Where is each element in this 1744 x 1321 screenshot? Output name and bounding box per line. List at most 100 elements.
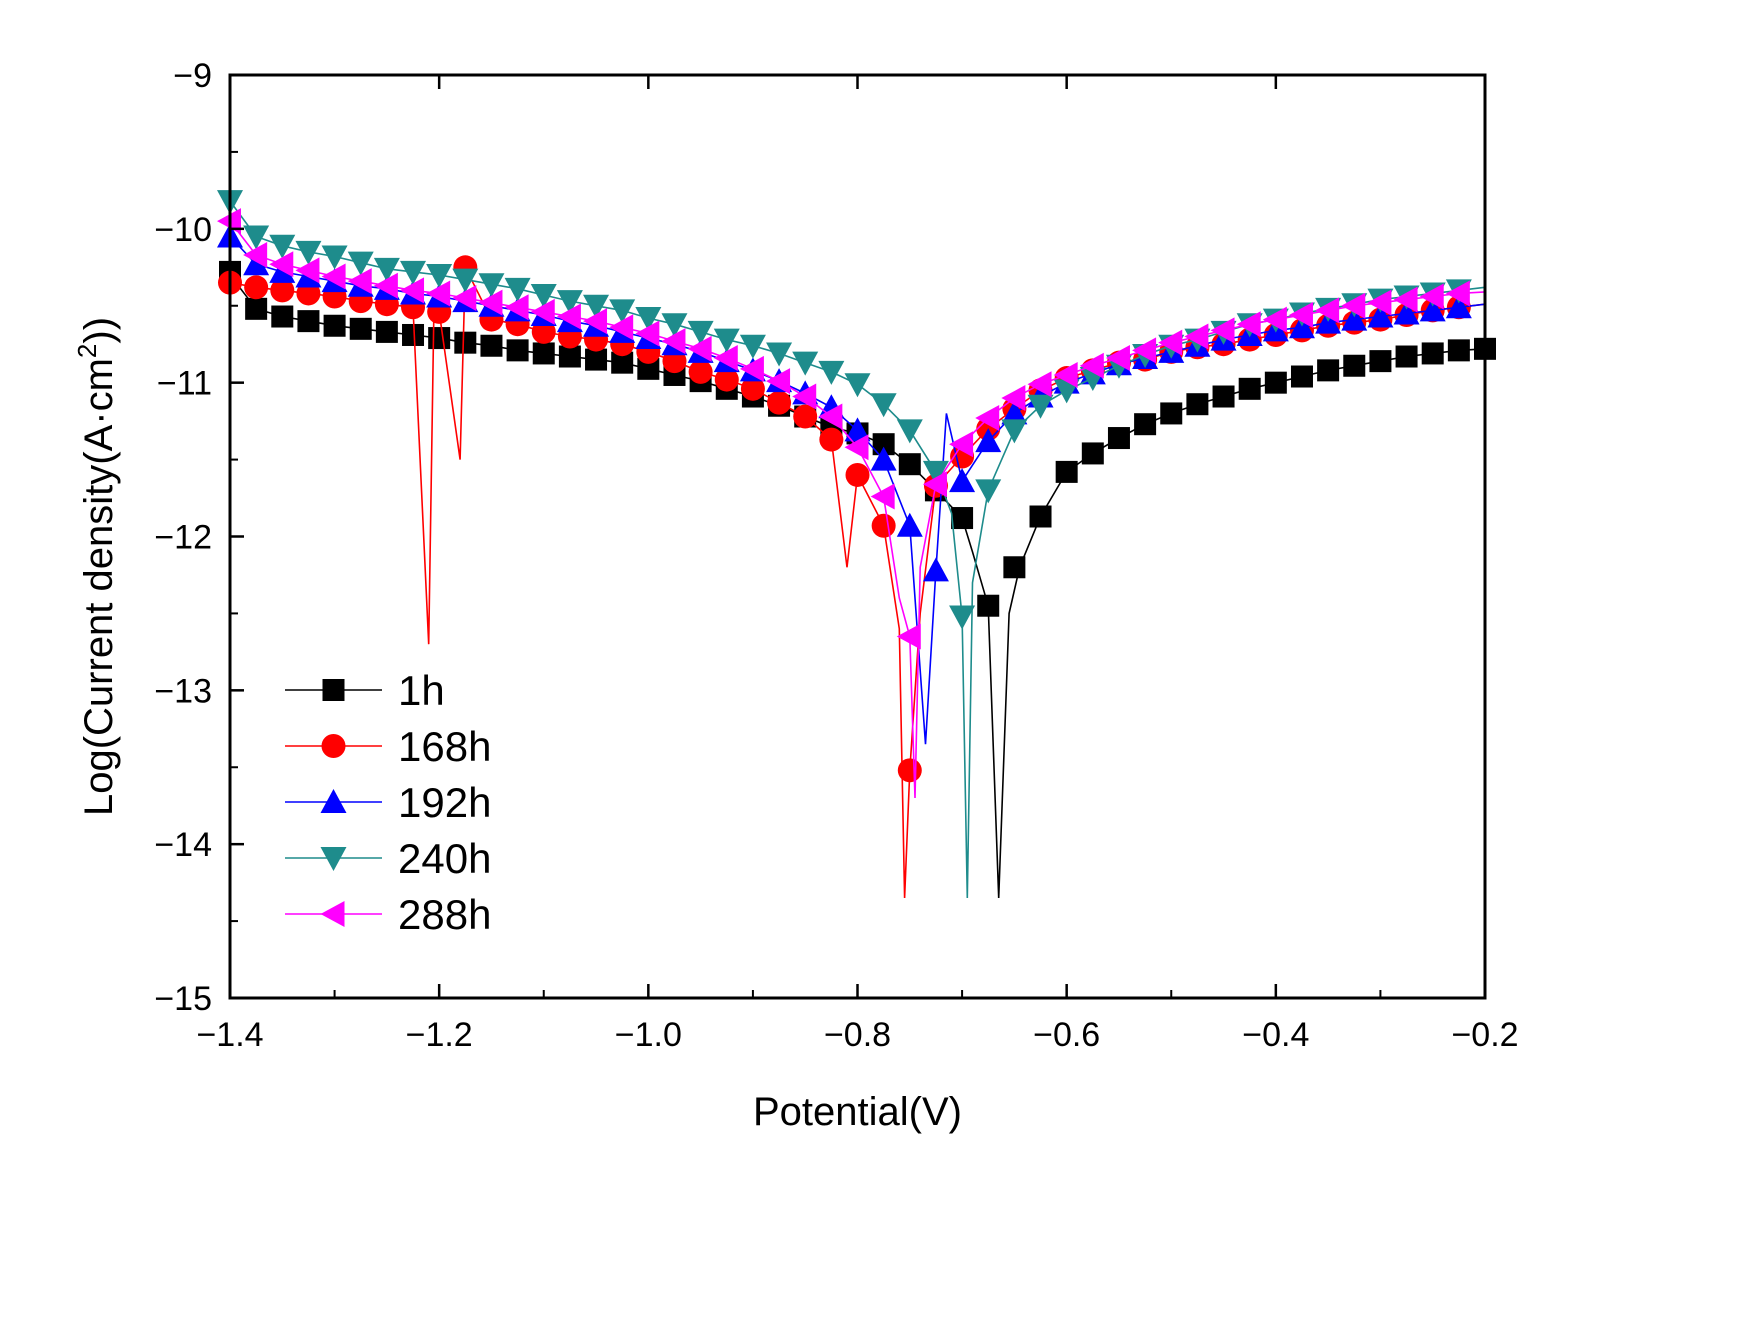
data-point-240h	[896, 419, 923, 444]
data-point-240h	[452, 268, 479, 293]
data-point-240h	[766, 342, 793, 367]
data-point-240h	[792, 351, 819, 376]
y-axis-title-main: Log(Current density(A·cm	[77, 358, 121, 816]
data-point-288h	[1053, 361, 1078, 388]
data-point-1h	[637, 357, 660, 380]
data-point-288h	[1341, 292, 1366, 319]
data-point-1h	[454, 331, 477, 354]
data-point-168h	[845, 462, 870, 487]
data-point-1h	[297, 310, 320, 333]
data-point-240h	[504, 277, 531, 302]
data-point-288h	[321, 263, 346, 290]
data-point-288h	[504, 294, 529, 321]
data-point-240h	[1001, 419, 1028, 444]
data-point-1h	[1055, 460, 1078, 483]
legend-label-240h: 240h	[398, 835, 491, 882]
legend-item-1h: 1h	[285, 667, 445, 714]
data-point-288h	[713, 345, 738, 372]
data-point-1h	[558, 345, 581, 368]
data-point-168h	[688, 359, 713, 384]
y-tick-label: −14	[154, 826, 212, 864]
data-point-288h	[478, 289, 503, 316]
data-point-240h	[661, 313, 688, 338]
data-point-240h	[269, 234, 296, 259]
data-point-1h	[1134, 413, 1157, 436]
data-point-1h	[951, 507, 974, 530]
data-point-288h	[1393, 286, 1418, 313]
series-line-288h	[229, 220, 1486, 799]
data-point-240h	[635, 307, 662, 332]
data-point-1h	[323, 314, 346, 337]
y-tick-label: −9	[173, 57, 212, 95]
data-point-240h	[609, 299, 636, 324]
data-point-288h	[1236, 311, 1261, 338]
data-point-240h	[530, 283, 557, 308]
data-point-288h	[1210, 317, 1235, 344]
data-point-1h	[1003, 556, 1026, 579]
data-point-288h	[1001, 385, 1026, 412]
data-point-168h	[897, 758, 922, 783]
data-point-288h	[243, 241, 268, 268]
data-point-240h	[347, 251, 374, 276]
data-point-288h	[949, 431, 974, 458]
data-point-192h	[1001, 400, 1028, 425]
data-point-1h	[1395, 345, 1418, 368]
data-point-192h	[975, 428, 1002, 453]
data-point-288h	[635, 320, 660, 347]
data-point-288h	[400, 277, 425, 304]
data-point-1h	[585, 348, 608, 371]
data-point-288h	[896, 623, 921, 650]
data-point-288h	[1262, 306, 1287, 333]
data-point-1h	[1029, 505, 1052, 528]
data-point-288h	[1132, 337, 1157, 364]
x-axis: −1.4 −1.2 −1.0 −0.8 −0.6 −0.4 −0.2	[196, 75, 1519, 1054]
data-point-288h	[1315, 297, 1340, 324]
legend-label-168h: 168h	[398, 723, 491, 770]
data-point-192h	[844, 417, 871, 442]
y-tick-label: −11	[157, 365, 212, 403]
data-point-1h	[1212, 385, 1235, 408]
data-point-288h	[1105, 345, 1130, 372]
data-point-240h	[295, 240, 322, 265]
data-point-240h	[713, 328, 740, 353]
data-point-1h	[1186, 393, 1209, 416]
data-point-1h	[532, 342, 555, 365]
data-point-1h	[1369, 350, 1392, 373]
legend-marker-288h	[320, 901, 345, 927]
data-point-1h	[898, 453, 921, 476]
data-point-240h	[400, 260, 427, 285]
data-point-1h	[611, 351, 634, 374]
legend: 1h 168h 192h 240h 288h	[285, 667, 491, 938]
data-point-288h	[452, 285, 477, 312]
data-point-240h	[1027, 394, 1054, 419]
data-point-1h	[1238, 377, 1261, 400]
data-point-168h	[714, 367, 739, 392]
data-point-168h	[740, 376, 765, 401]
data-point-240h	[478, 273, 505, 298]
data-point-1h	[1447, 339, 1470, 362]
data-point-288h	[1079, 352, 1104, 379]
data-point-1h	[349, 317, 372, 340]
data-point-240h	[373, 257, 400, 282]
y-axis: −15 −14 −13 −12 −11 −10 −9	[154, 57, 244, 1018]
data-point-1h	[480, 334, 503, 357]
data-point-1h	[1343, 354, 1366, 377]
data-point-1h	[375, 320, 398, 343]
data-point-288h	[609, 314, 634, 341]
data-point-1h	[1421, 342, 1444, 365]
data-point-288h	[269, 251, 294, 278]
legend-item-288h: 288h	[285, 891, 491, 938]
data-point-1h	[872, 433, 895, 456]
data-point-288h	[1445, 280, 1470, 307]
data-point-192h	[243, 251, 270, 276]
data-point-1h	[1317, 359, 1340, 382]
y-tick-label: −10	[154, 211, 212, 249]
data-point-288h	[556, 303, 581, 330]
x-axis-title: Potential(V)	[753, 1090, 962, 1134]
data-point-1h	[1160, 402, 1183, 425]
y-axis-title-close: ))	[77, 317, 121, 344]
legend-label-288h: 288h	[398, 891, 491, 938]
legend-marker-192h	[320, 789, 347, 813]
data-point-240h	[922, 460, 949, 485]
